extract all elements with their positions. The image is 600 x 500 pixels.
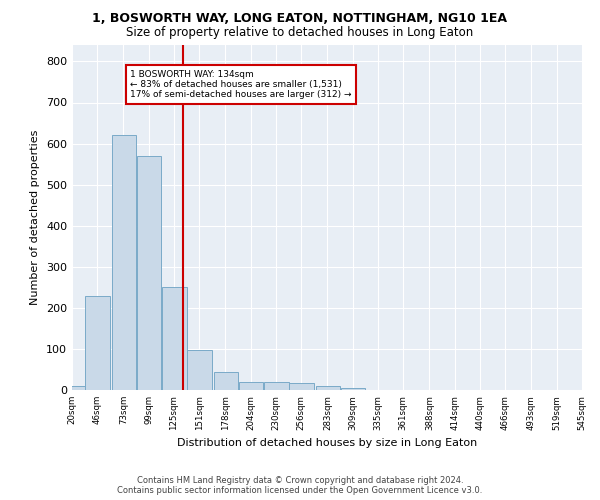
X-axis label: Distribution of detached houses by size in Long Eaton: Distribution of detached houses by size …: [177, 438, 477, 448]
Bar: [85, 296, 110, 390]
Bar: [214, 372, 238, 390]
Bar: [187, 350, 212, 390]
Bar: [61, 386, 85, 390]
Bar: [316, 386, 340, 390]
Y-axis label: Number of detached properties: Number of detached properties: [31, 130, 40, 305]
Bar: [137, 156, 161, 390]
Text: Contains HM Land Registry data © Crown copyright and database right 2024.
Contai: Contains HM Land Registry data © Crown c…: [118, 476, 482, 495]
Bar: [341, 388, 365, 390]
Bar: [265, 382, 289, 390]
Text: 1, BOSWORTH WAY, LONG EATON, NOTTINGHAM, NG10 1EA: 1, BOSWORTH WAY, LONG EATON, NOTTINGHAM,…: [92, 12, 508, 26]
Bar: [239, 382, 263, 390]
Bar: [163, 286, 187, 390]
Bar: [289, 382, 314, 390]
Text: Size of property relative to detached houses in Long Eaton: Size of property relative to detached ho…: [127, 26, 473, 39]
Text: 1 BOSWORTH WAY: 134sqm
← 83% of detached houses are smaller (1,531)
17% of semi-: 1 BOSWORTH WAY: 134sqm ← 83% of detached…: [130, 70, 352, 100]
Bar: [112, 136, 136, 390]
